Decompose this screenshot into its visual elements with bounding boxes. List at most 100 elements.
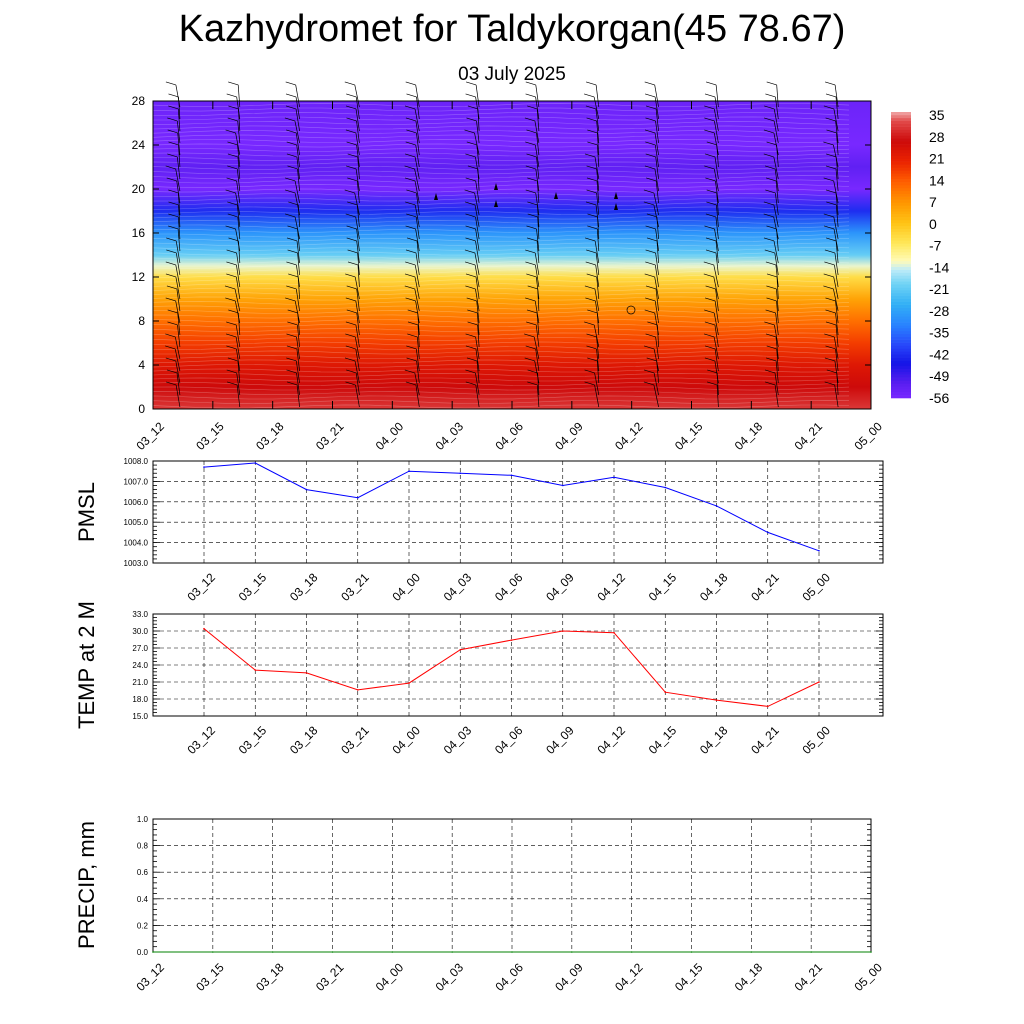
wind-barb: [475, 384, 480, 408]
wind-barb-flag: [287, 225, 298, 230]
wind-barb-flag: [465, 345, 477, 350]
colorbar-band: [891, 184, 911, 189]
wind-barb: [175, 264, 181, 288]
x-tick-label: 04_06: [492, 960, 526, 994]
wind-barb-flag: [646, 237, 658, 242]
wind-barb-flag: [765, 309, 776, 314]
wind-barb-flag: [406, 129, 417, 134]
wind-barb: [294, 180, 300, 204]
wind-barb-flag: [763, 153, 774, 158]
wind-barb: [355, 132, 360, 156]
wind-barb-flag: [345, 345, 356, 350]
wind-barb: [357, 264, 360, 288]
colorbar-band: [891, 348, 911, 352]
wind-barb: [234, 288, 241, 312]
wind-barb-flag: [347, 201, 358, 206]
wind-barb: [416, 336, 420, 360]
x-tick-label: 05_00: [851, 419, 885, 453]
wind-barb: [236, 348, 241, 372]
colorbar-label: 21: [929, 151, 945, 167]
colorbar-band: [891, 129, 911, 133]
colorbar-band: [891, 307, 911, 311]
wind-barb-flag: [824, 261, 835, 266]
wind-barb: [776, 84, 779, 108]
wind-barb-flag: [226, 261, 237, 266]
wind-barb-flag: [405, 261, 416, 266]
wind-barb: [474, 192, 480, 216]
wind-barb: [294, 120, 300, 144]
data-point: [459, 648, 462, 651]
contour-line: [152, 305, 850, 310]
wind-barb: [296, 240, 300, 264]
wind-barb: [357, 252, 360, 276]
wind-barb-flag: [166, 249, 177, 254]
contour-line: [152, 310, 850, 314]
data-point: [254, 462, 257, 464]
x-tick-label: 03_12: [184, 570, 218, 604]
data-point: [203, 466, 205, 468]
wind-barb: [715, 288, 719, 312]
colorbar-band: [891, 135, 911, 139]
wind-barb-flag: [288, 273, 299, 278]
wind-barb: [835, 168, 839, 192]
wind-barb-flag: [704, 357, 716, 362]
x-tick-label: 04_00: [373, 960, 407, 994]
colorbar-band: [891, 193, 911, 197]
wind-barb: [417, 324, 420, 348]
wind-barb-flag: [465, 273, 477, 278]
wind-barb: [535, 348, 540, 372]
wind-barb: [714, 300, 719, 324]
wind-barb-flag: [286, 333, 297, 338]
wind-barb-flag: [346, 93, 357, 98]
contour-line: [152, 337, 850, 341]
wind-barb-flag: [346, 309, 357, 314]
wind-barb-flag: [526, 237, 538, 242]
data-point: [357, 689, 359, 691]
temp-2m-panel: 15.0 18.0 21.0 24.0 27.0 30.0 33.0 03_12 03_15 03…: [74, 601, 884, 757]
wind-barb-flag: [764, 105, 775, 110]
wind-barb-flag: [227, 141, 238, 146]
wind-barb-flag: [765, 177, 777, 182]
y-tick-label: 24.0: [132, 661, 148, 670]
contour-line: [152, 193, 850, 197]
wind-barb: [773, 156, 779, 180]
wind-barb-flag: [165, 297, 176, 302]
wind-barb-flag: [346, 285, 357, 290]
colorbar-band: [891, 144, 911, 148]
colorbar-band: [891, 149, 911, 154]
wind-barb-flag: [587, 129, 598, 134]
wind-barb-flag: [227, 117, 238, 122]
wind-barb: [716, 384, 719, 408]
wind-barb: [773, 120, 779, 144]
wind-barb-flag: [524, 357, 535, 362]
wind-barb: [475, 240, 480, 264]
wind-barb-flag: [527, 201, 538, 206]
wind-barb: [594, 372, 600, 396]
wind-barb-flag: [587, 141, 598, 146]
wind-barb-flag: [404, 105, 416, 110]
x-tick-label: 04_15: [672, 419, 706, 453]
colorbar-band: [891, 155, 911, 159]
colorbar-band: [891, 161, 911, 165]
colorbar-band: [891, 295, 911, 300]
wind-barb: [296, 384, 300, 408]
wind-barb: [835, 204, 839, 228]
y-axis-label: PRECIP, mm: [74, 821, 99, 949]
wind-barb-flag: [404, 177, 416, 182]
colorbar-band: [891, 392, 911, 396]
wind-barb-flag: [526, 225, 537, 230]
wind-barb: [774, 372, 779, 396]
wind-barb-flag: [284, 117, 296, 122]
colorbar-label: 35: [929, 107, 945, 123]
wind-barb: [356, 288, 360, 312]
wind-barb-flag: [465, 333, 476, 338]
wind-barb-flag: [706, 189, 717, 194]
wind-barb-flag: [645, 261, 656, 266]
wind-barb: [593, 324, 600, 348]
wind-barb-flag: [824, 81, 836, 86]
wind-barb-flag: [465, 81, 477, 86]
wind-barb-flag: [226, 273, 237, 278]
colorbar-band: [891, 120, 911, 124]
wind-barb: [535, 168, 540, 192]
wind-barb: [296, 372, 300, 396]
